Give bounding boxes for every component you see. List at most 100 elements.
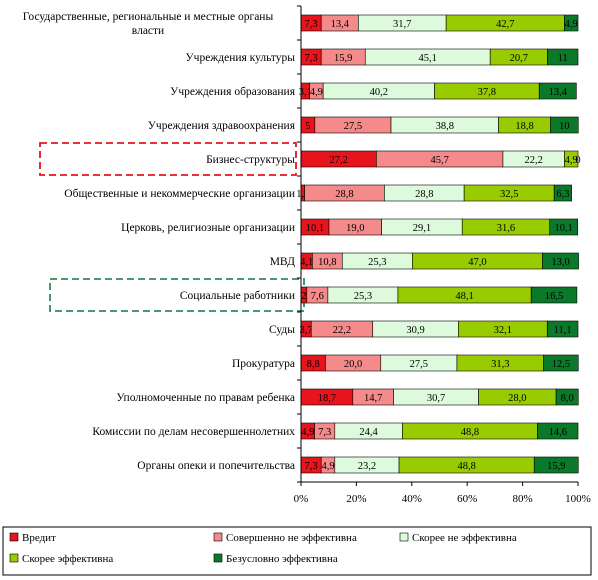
category-label: Комиссии по делам несовершеннолетних [92, 426, 295, 438]
data-label: 11,1 [554, 325, 572, 336]
data-label: 45,1 [419, 53, 437, 64]
bars: 7,3 13,4 31,7 42,7 4,97,3 15,9 45,1 20,7 113,14,… [296, 14, 581, 474]
data-label: 10,1 [555, 223, 573, 234]
category-label: Бизнес-структуры [206, 154, 295, 166]
data-label: 31,3 [491, 359, 509, 370]
data-label: 18,7 [318, 393, 336, 404]
data-label: 40,2 [370, 87, 388, 98]
x-axis: 0% 20% 40% 60% 80% 100% [294, 5, 591, 505]
data-label: 14,7 [364, 393, 382, 404]
data-label: 4,9 [301, 427, 314, 438]
bar-segment [564, 150, 579, 168]
bar-segment [546, 320, 579, 338]
data-label: 7,6 [311, 291, 324, 302]
data-label: 10 [559, 121, 570, 132]
data-label: 6,3 [556, 189, 569, 200]
legend-box [2, 526, 592, 576]
data-label: 5 [305, 121, 310, 132]
data-label: 25,3 [354, 291, 372, 302]
data-label: 28,8 [335, 189, 353, 200]
category-label: Церковь, религиозные организации [121, 222, 295, 234]
data-label: 4,9 [565, 155, 578, 166]
bar-segment [550, 116, 579, 134]
category-label: Социальные работники [180, 290, 295, 302]
bar-segment [542, 252, 579, 270]
data-label: 30,7 [427, 393, 445, 404]
data-label: 32,5 [500, 189, 518, 200]
data-label: 23,2 [358, 461, 376, 472]
legend-label: Вредит [22, 532, 56, 544]
data-label: 18,8 [515, 121, 533, 132]
category-label: Государственные, региональные и местные … [23, 11, 274, 37]
legend-label: Совершенно не эффективна [226, 532, 357, 544]
data-label: 27,5 [410, 359, 428, 370]
data-label: 28,8 [415, 189, 433, 200]
x-tick-label: 20% [346, 493, 366, 505]
bar-segment [538, 82, 577, 100]
data-label: 22,2 [524, 155, 542, 166]
bar-segment [553, 184, 572, 202]
data-label: 45,7 [430, 155, 448, 166]
data-label: 19,0 [346, 223, 364, 234]
bar-segment [537, 422, 579, 440]
legend-swatch [399, 532, 409, 542]
bar-segment [555, 388, 579, 406]
legend-swatch [9, 553, 19, 563]
data-label: 1,3 [296, 189, 309, 200]
data-label: 0 [575, 155, 580, 166]
data-label: 32,1 [494, 325, 512, 336]
legend-label: Безусловно эффективна [226, 553, 338, 565]
category-label: Органы опеки и попечительства [137, 460, 295, 472]
data-label: 31,7 [393, 19, 411, 30]
data-label: 20,0 [344, 359, 362, 370]
data-label: 37,8 [478, 87, 496, 98]
data-label: 27,5 [344, 121, 362, 132]
data-label: 30,9 [406, 325, 424, 336]
highlight-box [39, 142, 297, 176]
bar-segment [564, 14, 579, 32]
data-label: 29,1 [413, 223, 431, 234]
category-label: Общественные и некоммерческие организаци… [64, 188, 295, 200]
data-label: 7,3 [305, 53, 318, 64]
data-label: 10,8 [318, 257, 336, 268]
data-label: 31,6 [497, 223, 515, 234]
data-label: 42,7 [496, 19, 514, 30]
category-label: Уполномоченные по правам ребенка [116, 392, 295, 404]
legend: Вредит Совершенно не эффективна Скорее не … [2, 526, 592, 576]
x-tick-label: 0% [294, 493, 309, 505]
data-label: 48,8 [457, 461, 475, 472]
category-label: Суды [269, 324, 295, 336]
data-label: 8,8 [307, 359, 320, 370]
data-label: 22,2 [333, 325, 351, 336]
data-label: 15,9 [547, 461, 565, 472]
data-label: 27,2 [329, 155, 347, 166]
data-label: 3,7 [300, 325, 313, 336]
bar-segment [530, 286, 578, 304]
x-tick-label: 60% [457, 493, 477, 505]
legend-label: Скорее не эффективна [412, 532, 517, 544]
bar-segment [543, 354, 579, 372]
legend-swatch [213, 532, 223, 542]
data-label: 4,9 [565, 19, 578, 30]
category-label: Учреждения культуры [186, 52, 296, 64]
data-label: 14,6 [549, 427, 567, 438]
data-label: 16,5 [545, 291, 563, 302]
data-label: 13,0 [551, 257, 569, 268]
data-label: 25,3 [368, 257, 386, 268]
category-label: Учреждения здравоохранения [148, 120, 296, 132]
data-label: 24,4 [359, 427, 378, 438]
legend-swatch [213, 553, 223, 563]
data-label: 4,1 [300, 257, 313, 268]
category-label: Прокуратура [232, 358, 295, 370]
bar-segment [549, 218, 579, 236]
data-label: 2 [301, 291, 306, 302]
data-label: 7,3 [318, 427, 331, 438]
legend-label: Скорее эффективна [22, 553, 113, 565]
data-label: 20,7 [510, 53, 528, 64]
category-labels: Государственные, региональные и местные … [23, 11, 296, 472]
data-label: 7,3 [305, 461, 318, 472]
data-label: 47,0 [468, 257, 486, 268]
legend-swatch [9, 532, 19, 542]
x-tick-label: 40% [402, 493, 422, 505]
